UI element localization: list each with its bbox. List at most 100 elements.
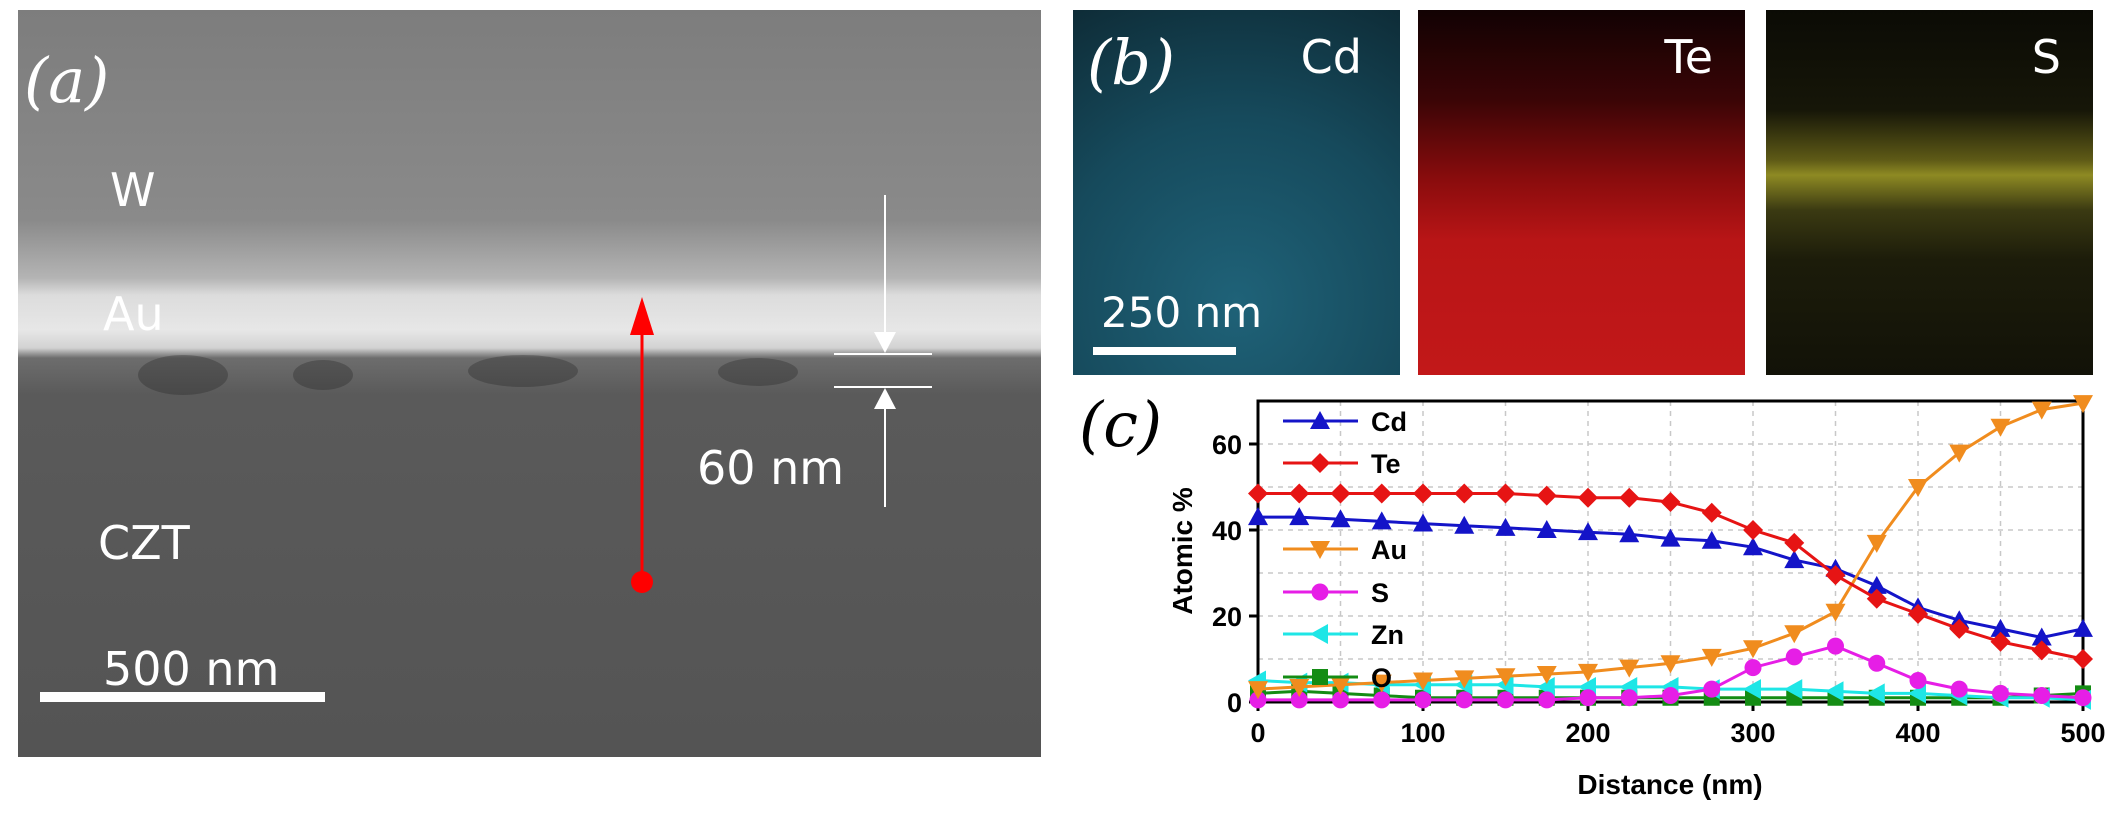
data-point-te	[1866, 588, 1887, 609]
data-point-au	[1619, 659, 1640, 678]
data-point-au	[1825, 603, 1846, 622]
data-point-te	[1949, 618, 1970, 639]
layer-label-czt: CZT	[98, 516, 190, 570]
linescan-start-dot	[631, 571, 653, 593]
legend-item-au: Au	[1283, 535, 1407, 565]
atomic-percent-chart: (c) 0 100 200 300 400 500 0 20 40 60 Cd Te Au S Zn O D…	[1079, 388, 2106, 800]
legend-marker	[1310, 541, 1330, 559]
data-point-s	[1827, 637, 1844, 655]
data-point-cd	[2073, 618, 2093, 637]
legend-label-o: O	[1371, 663, 1392, 693]
data-point-au	[1413, 672, 1433, 691]
legend-item-s: S	[1283, 578, 1389, 608]
data-point-cd	[1371, 511, 1392, 530]
data-point-cd	[1990, 618, 2011, 637]
data-point-au	[1701, 648, 1722, 667]
data-point-s	[1744, 659, 1762, 677]
data-point-te	[2031, 640, 2052, 661]
data-point-zn	[1825, 681, 1844, 702]
x-tick-label: 400	[1895, 718, 1940, 748]
data-point-te	[1908, 603, 1928, 624]
chart-legend: Cd Te Au S Zn O	[1283, 407, 1407, 693]
data-point-au	[1371, 674, 1392, 693]
data-point-te	[1578, 487, 1598, 508]
data-point-s	[2074, 689, 2092, 707]
x-tick-label: 100	[1400, 718, 1445, 748]
interface-defect	[293, 360, 353, 390]
data-point-te	[1454, 483, 1475, 504]
panel-a-letter: (a)	[24, 44, 110, 117]
data-point-s	[1373, 691, 1391, 709]
data-point-au	[1908, 479, 1928, 497]
data-point-zn	[1743, 679, 1761, 700]
linescan-arrowhead	[630, 297, 654, 335]
data-point-au	[1536, 666, 1557, 685]
legend-marker	[1312, 669, 1328, 685]
data-point-cd	[1743, 537, 1763, 556]
data-point-s	[1579, 689, 1597, 707]
x-tick-label: 200	[1565, 718, 1610, 748]
data-point-s	[1620, 689, 1638, 707]
legend-label-s: S	[1371, 578, 1389, 608]
data-point-cd	[1619, 524, 1640, 543]
data-point-te	[1413, 483, 1433, 504]
data-point-au	[1495, 668, 1516, 687]
data-point-cd	[2031, 627, 2052, 646]
data-point-s	[1662, 687, 1679, 705]
data-point-s	[2033, 687, 2051, 705]
data-point-au	[1784, 625, 1805, 644]
data-point-te	[1784, 532, 1805, 553]
data-point-cd	[1866, 575, 1887, 594]
legend-marker	[1310, 411, 1330, 429]
data-point-cd	[1660, 528, 1681, 547]
data-point-zn	[1908, 683, 1926, 704]
y-tick-label: 40	[1212, 516, 1242, 546]
data-point-te	[1371, 483, 1392, 504]
data-point-s	[1538, 691, 1556, 709]
map-label-te: Te	[1664, 30, 1713, 84]
data-point-te	[1536, 485, 1557, 506]
x-axis-label: Distance (nm)	[1577, 769, 1762, 800]
data-point-au	[1743, 640, 1763, 659]
data-point-cd	[1495, 517, 1516, 536]
series-au	[1248, 395, 2093, 700]
data-point-s	[1909, 672, 1927, 689]
scale-bar-label-a: 500 nm	[103, 642, 280, 696]
data-point-te	[1743, 520, 1763, 540]
data-point-cd	[1330, 509, 1351, 528]
data-point-te	[1825, 565, 1846, 586]
data-point-au	[1866, 534, 1887, 553]
sem-cross-section: (a) W Au CZT 60 nm 500 nm	[18, 10, 1041, 757]
panel-c-letter: (c)	[1079, 388, 1162, 461]
layer-label-au: Au	[103, 287, 164, 341]
interface-defect	[718, 358, 798, 386]
legend-label-au: Au	[1371, 535, 1407, 565]
series-s	[1249, 637, 2092, 709]
data-point-au	[1949, 444, 1970, 463]
data-point-au	[1454, 670, 1475, 689]
map-label-cd: Cd	[1300, 30, 1362, 84]
data-point-te	[1619, 487, 1640, 508]
map-label-s: S	[2031, 30, 2061, 84]
legend-item-cd: Cd	[1283, 407, 1407, 437]
scale-bar-b	[1093, 347, 1236, 355]
data-point-te	[1248, 483, 1268, 504]
legend-label-cd: Cd	[1371, 407, 1407, 437]
data-point-cd	[1784, 550, 1805, 569]
panel-a-overlay	[40, 195, 932, 702]
data-point-zn	[1536, 676, 1555, 697]
scale-bar-a	[40, 692, 325, 702]
data-point-te	[2073, 649, 2093, 669]
data-point-s	[1455, 691, 1473, 709]
data-point-s	[1249, 691, 1267, 709]
data-point-s	[1950, 680, 1968, 698]
data-point-te	[1495, 483, 1516, 504]
data-point-cd	[1413, 513, 1433, 532]
legend-label-te: Te	[1371, 449, 1401, 479]
data-point-cd	[1536, 520, 1557, 538]
y-tick-label: 0	[1227, 688, 1242, 718]
legend-marker	[1311, 583, 1329, 601]
data-point-cd	[1701, 530, 1722, 549]
data-point-s	[1785, 648, 1803, 666]
data-point-cd	[1289, 507, 1310, 526]
